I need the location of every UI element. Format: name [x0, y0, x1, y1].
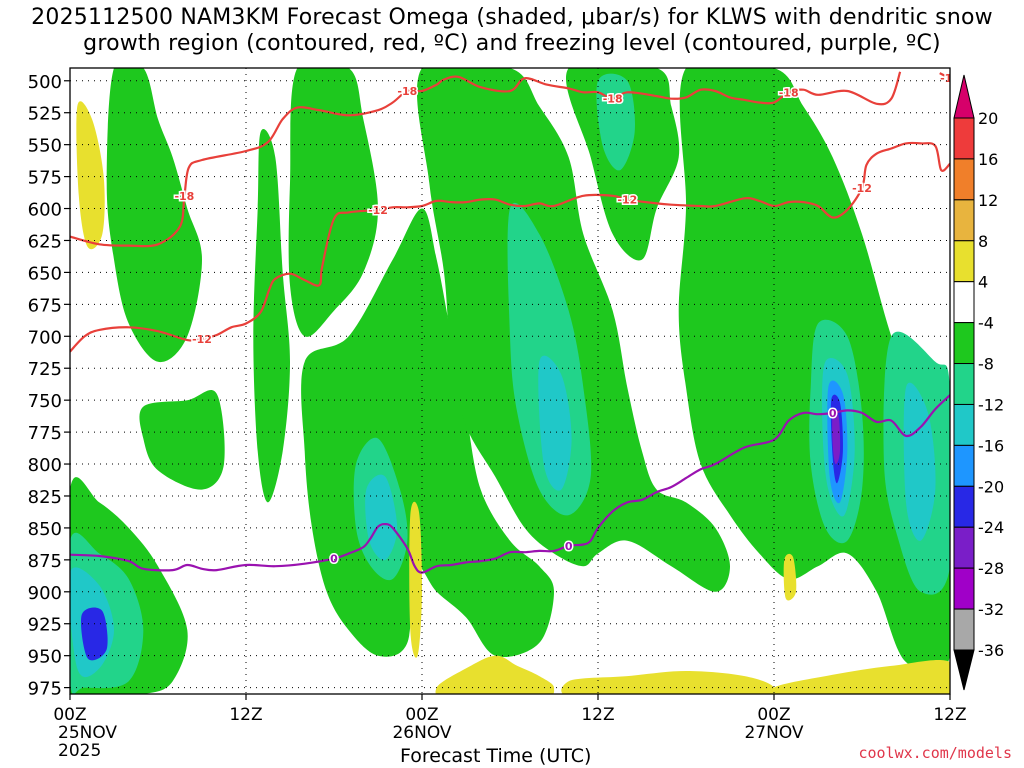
y-tick-label-600: 600 [28, 200, 62, 221]
omega-region-26 [767, 659, 950, 694]
omega-region-10 [365, 474, 398, 561]
omega-region-25 [561, 671, 780, 694]
x-tick-label-12-0: 12Z [229, 705, 262, 725]
x-tick-label-36-0: 12Z [581, 705, 614, 725]
omega-region-13 [538, 355, 572, 491]
y-tick-label-850: 850 [28, 519, 62, 540]
y-tick-label-500: 500 [28, 72, 62, 93]
y-tick-label-700: 700 [28, 327, 62, 348]
y-tick-label-675: 675 [28, 295, 62, 316]
colorbar-bin-9 [953, 485, 975, 528]
colorbar-bin-3 [953, 240, 975, 283]
colorbar-label-13: -36 [978, 641, 1004, 660]
colorbar-bin-5 [953, 322, 975, 365]
x-tick-label-60-0: 12Z [933, 705, 966, 725]
source-credit: coolwx.com/models [858, 744, 1012, 762]
colorbar-label-0: 20 [978, 109, 998, 128]
y-tick-label-750: 750 [28, 391, 62, 412]
y-tick-label-550: 550 [28, 136, 62, 157]
y-tick-label-975: 975 [28, 679, 62, 700]
colorbar-bin-1 [953, 158, 975, 201]
colorbar-label-3: 8 [978, 232, 988, 251]
dendritic-contour-label-1-0: -18 [940, 72, 960, 85]
omega-region-21 [832, 409, 841, 465]
x-tick-label-24-0: 00Z [405, 705, 438, 725]
colorbar-label-6: -8 [978, 355, 994, 374]
colorbar-label-1: 16 [978, 150, 998, 169]
freezing-level-contour-label-0-0: 0 [330, 553, 338, 566]
colorbar-label-4: 4 [978, 273, 988, 292]
dendritic-contour-label-0-3: -18 [779, 86, 799, 99]
colorbar-bin-12 [953, 608, 975, 651]
x-tick-label-0-2: 2025 [58, 741, 101, 761]
colorbar-bottom-arrow [953, 649, 975, 691]
dendritic-contour-line-0 [70, 71, 902, 248]
colorbar-label-7: -12 [978, 395, 1004, 414]
freezing-level-contour-line-0 [70, 394, 950, 574]
omega-region-15 [596, 73, 635, 171]
y-tick-label-950: 950 [28, 647, 62, 668]
omega-region-5 [139, 389, 225, 490]
y-tick-label-725: 725 [28, 359, 62, 380]
x-axis-title: Forecast Time (UTC) [400, 745, 592, 767]
omega-region-6 [253, 128, 290, 503]
dendritic-contour-label-2-0: -12 [192, 333, 212, 346]
omega-region-24 [435, 655, 555, 694]
colorbar-bin-10 [953, 526, 975, 569]
colorbar-label-10: -24 [978, 518, 1004, 537]
dendritic-contour-line-2 [70, 141, 950, 353]
colorbar-label-9: -20 [978, 477, 1004, 496]
y-tick-label-625: 625 [28, 231, 62, 252]
omega-region-28 [409, 501, 423, 658]
axes: 500 525 550 575 600 625 650 675 700 725 750 775 800 8… [28, 72, 967, 761]
colorbar-bin-8 [953, 444, 975, 487]
x-tick-label-0-1: 25NOV [58, 723, 117, 743]
freezing-level-contour-label-0-1: 0 [565, 540, 573, 553]
y-tick-label-875: 875 [28, 551, 62, 572]
colorbar-bin-11 [953, 567, 975, 610]
y-tick-label-525: 525 [28, 104, 62, 125]
colorbar-label-8: -16 [978, 436, 1004, 455]
x-tick-label-48-0: 00Z [757, 705, 790, 725]
y-tick-label-775: 775 [28, 423, 62, 444]
y-tick-label-800: 800 [28, 455, 62, 476]
colorbar-top-arrow [953, 74, 975, 119]
colorbar: 20 16 12 8 4 -4 -8 -12 -16 -20 -24 -28 -32 -36 [953, 74, 1004, 691]
colorbar-bin-6 [953, 363, 975, 405]
colorbar-label-5: -4 [978, 314, 994, 333]
y-tick-label-900: 900 [28, 583, 62, 604]
dendritic-contour-label-2-3: -12 [852, 182, 872, 195]
omega-region-23 [903, 382, 936, 541]
plot-area: -18 -18 -18 -18 -18 -12 -12 -12 -12 0 0 0 [70, 68, 960, 694]
y-tick-label-575: 575 [28, 168, 62, 189]
colorbar-label-2: 12 [978, 191, 998, 210]
dendritic-contour-label-2-2: -12 [617, 194, 637, 207]
dendritic-contour-label-0-1: -18 [397, 85, 417, 98]
x-tick-label-24-1: 26NOV [392, 723, 451, 743]
colorbar-bin-4 [953, 281, 975, 324]
dendritic-contour-label-2-1: -12 [368, 204, 388, 217]
omega-region-27 [76, 101, 105, 250]
colorbar-label-11: -28 [978, 559, 1004, 578]
colorbar-bin-2 [953, 199, 975, 242]
colorbar-bin-0 [953, 117, 975, 160]
y-tick-label-825: 825 [28, 487, 62, 508]
omega-region-29 [783, 553, 797, 601]
chart-title-line-1: 2025112500 NAM3KM Forecast Omega (shaded… [31, 5, 993, 30]
y-tick-label-925: 925 [28, 615, 62, 636]
x-tick-label-48-1: 27NOV [744, 723, 803, 743]
omega-region-0 [106, 68, 202, 363]
chart-title-line-2: growth region (contoured, red, ºC) and f… [83, 31, 941, 56]
dendritic-contour-label-0-0: -18 [174, 190, 194, 203]
colorbar-label-12: -32 [978, 600, 1004, 619]
plot-frame [69, 67, 951, 695]
omega-region-7 [288, 68, 378, 337]
dendritic-contour-label-0-2: -18 [603, 93, 623, 106]
x-tick-label-0-0: 00Z [53, 705, 86, 725]
colorbar-bin-7 [953, 403, 975, 446]
omega-region-4 [80, 607, 108, 661]
y-tick-label-650: 650 [28, 263, 62, 284]
freezing-level-contour-label-0-2: 0 [829, 407, 837, 420]
